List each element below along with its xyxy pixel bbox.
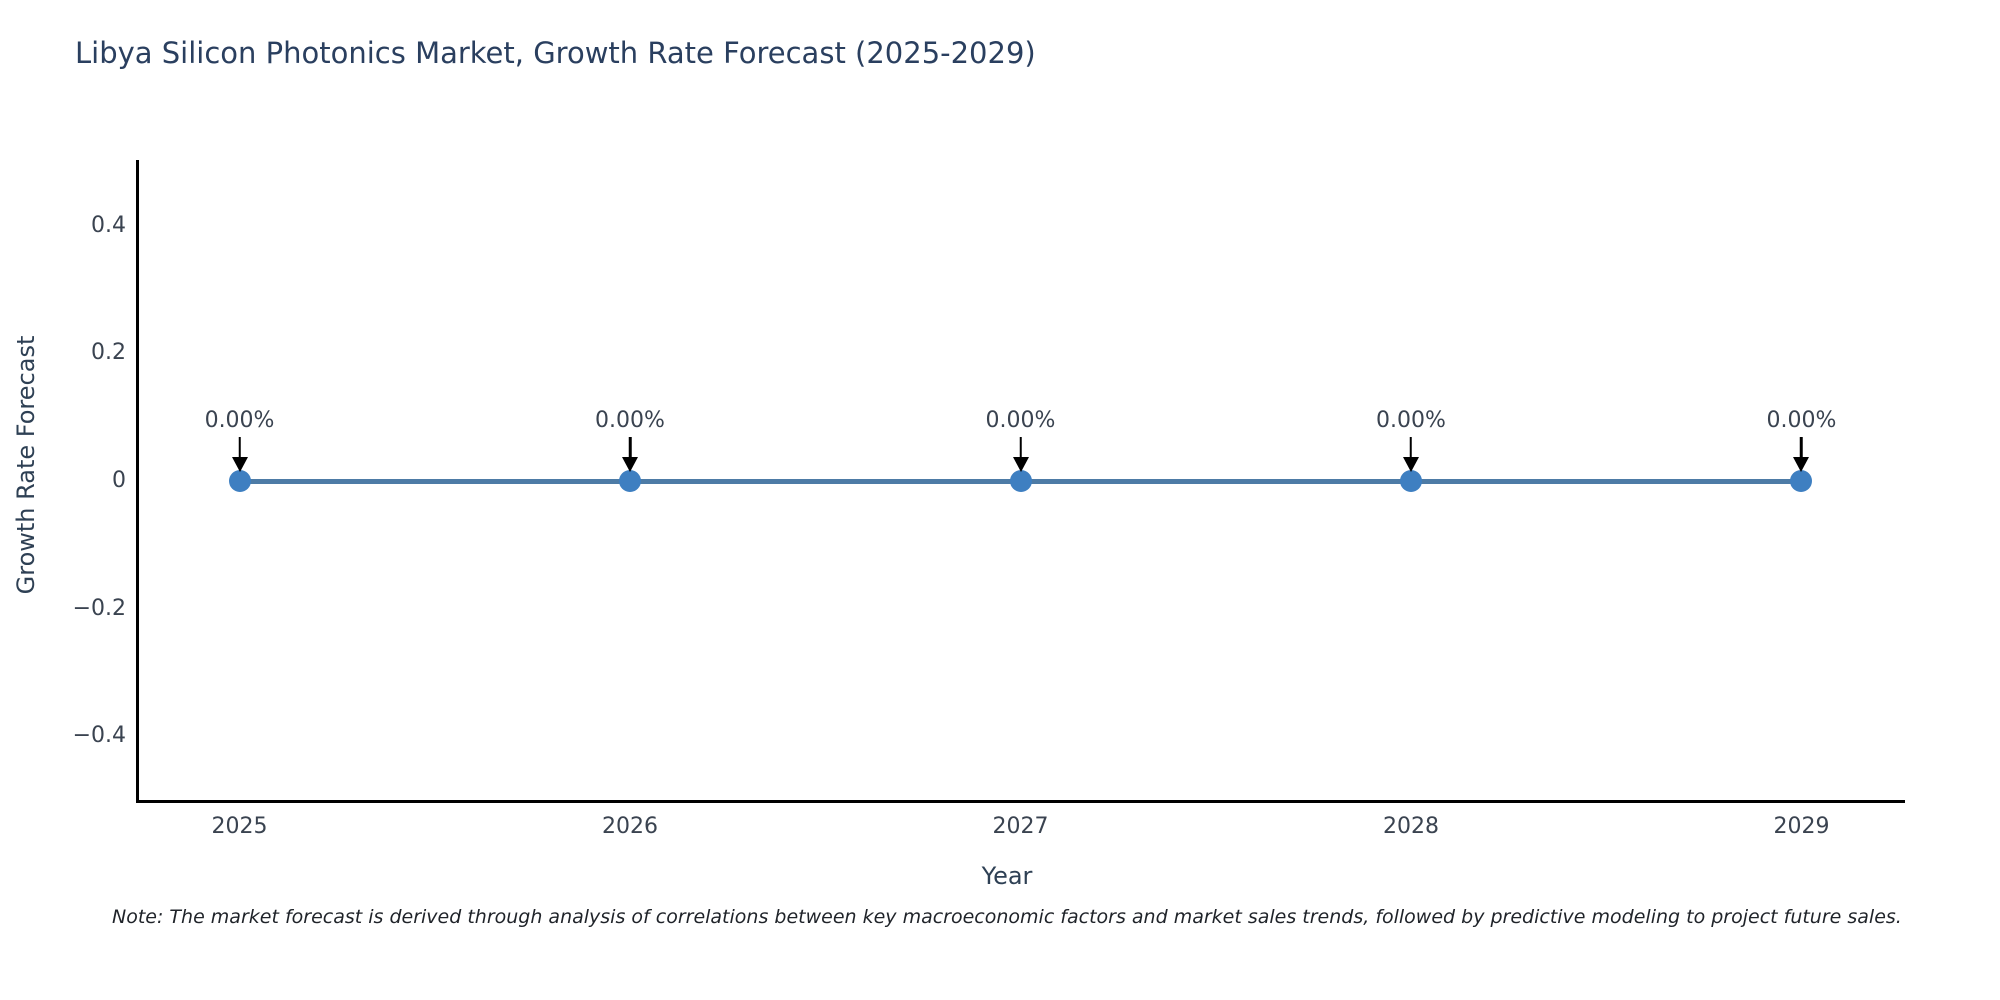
chart-title: Libya Silicon Photonics Market, Growth R…: [75, 36, 1036, 70]
data-point-marker: [619, 470, 641, 492]
y-tick-label: −0.2: [72, 595, 126, 621]
annotation-arrowhead-icon: [1793, 457, 1810, 472]
annotation-arrow-shaft: [1800, 437, 1803, 459]
y-tick-label: 0.4: [91, 212, 126, 238]
x-axis-title: Year: [981, 862, 1033, 890]
x-tick-label: 2028: [1382, 814, 1439, 839]
data-point-marker: [1009, 470, 1032, 492]
point-value-label: 0.00%: [1376, 408, 1446, 433]
data-point-marker: [1399, 470, 1422, 492]
y-axis-line: [136, 160, 139, 803]
footnote: Note: The market forecast is derived thr…: [112, 906, 1902, 928]
point-value-label: 0.00%: [595, 408, 665, 433]
y-tick-label: −0.4: [72, 723, 126, 749]
annotation-arrow-shaft: [1409, 437, 1413, 459]
line-segment: [239, 478, 630, 484]
annotation-arrowhead-icon: [622, 457, 638, 472]
line-segment: [1410, 478, 1802, 484]
x-tick-label: 2025: [211, 814, 268, 839]
x-tick-label: 2026: [602, 814, 658, 839]
y-axis-title: Growth Rate Forecast: [12, 335, 40, 595]
annotation-arrowhead-icon: [231, 457, 248, 472]
x-tick-label: 2029: [1773, 814, 1830, 839]
data-point-marker: [228, 470, 251, 492]
point-value-label: 0.00%: [985, 408, 1056, 433]
x-axis-line: [136, 800, 1905, 803]
x-tick-label: 2027: [992, 814, 1049, 839]
point-value-label: 0.00%: [204, 408, 275, 433]
annotation-arrow-shaft: [628, 437, 632, 459]
line-segment: [630, 478, 1021, 484]
y-tick-label: 0.2: [91, 340, 126, 366]
line-segment: [1020, 478, 1411, 484]
annotation-arrowhead-icon: [1012, 457, 1029, 472]
annotation-arrow-shaft: [1019, 437, 1022, 459]
data-point-marker: [1790, 470, 1813, 492]
point-value-label: 0.00%: [1766, 408, 1837, 433]
annotation-arrowhead-icon: [1402, 457, 1419, 472]
y-tick-label: 0: [112, 468, 126, 493]
annotation-arrow-shaft: [238, 437, 241, 459]
